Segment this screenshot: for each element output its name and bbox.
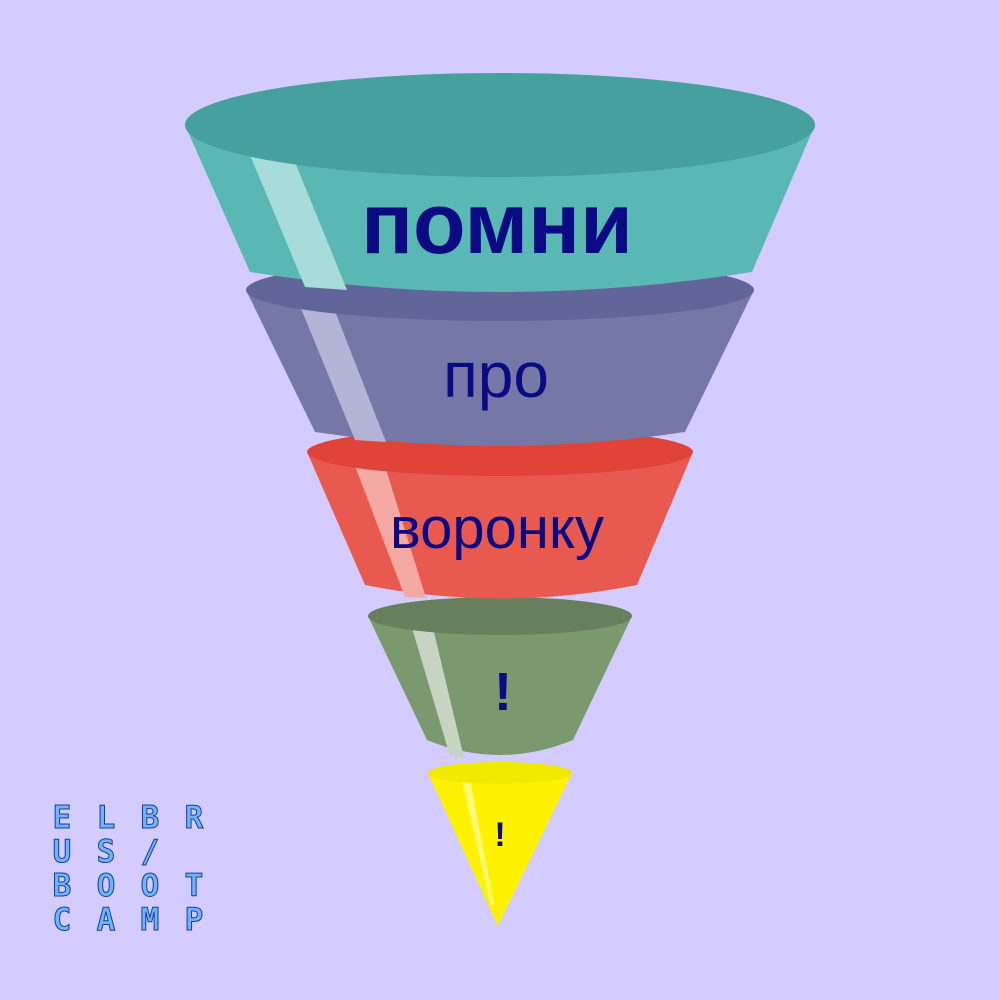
- logo-row: U S /: [40, 834, 216, 871]
- funnel-stage-4-highlight: [412, 628, 464, 758]
- logo-letter: B: [140, 800, 160, 837]
- logo-letter: O: [96, 868, 116, 905]
- funnel-stage-3-highlight: [355, 466, 426, 598]
- funnel-stage-1-top: [185, 73, 815, 177]
- funnel-stage-5-top: [428, 762, 572, 784]
- logo-letter: M: [140, 902, 160, 939]
- logo-letter: O: [140, 868, 160, 905]
- logo-letter: C: [52, 902, 72, 939]
- funnel-stage-3-label: воронку: [390, 496, 604, 561]
- funnel-stage-3: воронку: [307, 428, 693, 599]
- funnel-stage-2-body: [246, 290, 754, 446]
- funnel-stage-1: помни: [185, 73, 815, 292]
- funnel-stage-4-label: !: [494, 662, 512, 722]
- logo-letter: B: [52, 868, 72, 905]
- funnel-stage-2-highlight: [300, 306, 386, 442]
- logo-letter: E: [52, 800, 72, 837]
- logo-letter: S: [96, 834, 116, 871]
- funnel-stage-1-label: помни: [361, 176, 633, 272]
- funnel-stage-5-body: [428, 773, 572, 926]
- funnel-stage-4: !: [368, 597, 632, 758]
- logo-letter: [172, 834, 216, 870]
- logo-letter: /: [140, 834, 160, 871]
- logo-letter: R: [184, 800, 204, 837]
- logo-letter: P: [184, 902, 204, 939]
- logo-letter: U: [52, 834, 72, 871]
- funnel-stage-1-highlight: [248, 150, 347, 290]
- logo-letter: L: [96, 800, 116, 837]
- funnel-stage-4-top: [368, 597, 632, 635]
- logo-letter: T: [184, 868, 204, 905]
- funnel-stage-5-label: !: [494, 816, 505, 854]
- funnel-stage-2-label: про: [443, 339, 549, 411]
- funnel-stage-5-highlight: [462, 780, 494, 905]
- funnel-stage-5: !: [428, 762, 572, 926]
- logo-letter: A: [96, 902, 116, 939]
